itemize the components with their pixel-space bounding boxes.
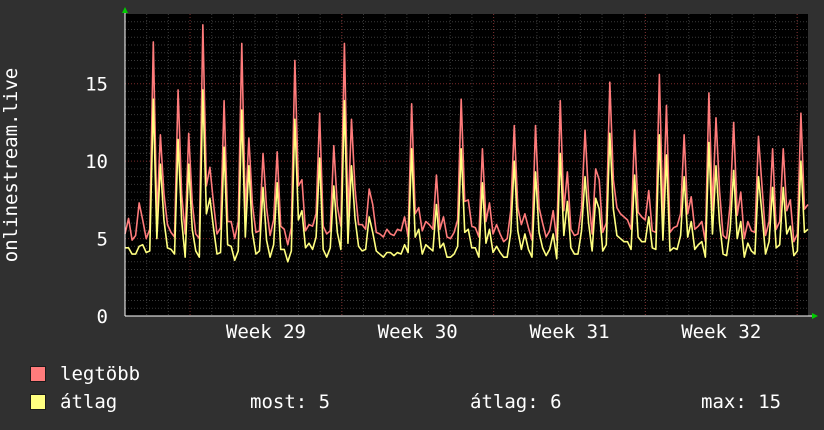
tick-labels: 0 5 10 15 Week 29 Week 30 Week 31 Week 32: [85, 74, 761, 343]
y-tick-label: 10: [85, 151, 108, 173]
legend-label-avg: átlag: [60, 391, 118, 413]
series-layer: [124, 24, 809, 263]
legend-item-avg: átlag: [30, 391, 117, 413]
legend-swatch-max: [30, 366, 46, 382]
series-line-max: [124, 24, 809, 246]
legend-label-max: legtöbb: [60, 363, 141, 385]
y-axis-title-box: onlinestream.live: [0, 0, 22, 344]
x-tick-label: Week 30: [378, 321, 458, 343]
series-line-avg: [125, 89, 809, 263]
plot-area: [125, 14, 808, 316]
y-axis-arrow: [122, 7, 128, 13]
y-tick-label: 15: [85, 74, 108, 96]
legend-item-max: legtöbb: [30, 363, 140, 385]
y-tick-label: 5: [97, 229, 108, 251]
x-tick-label: Week 29: [226, 321, 306, 343]
axes: [122, 7, 818, 319]
y-tick-label: 0: [97, 306, 108, 328]
x-tick-label: Week 32: [681, 321, 761, 343]
x-axis-arrow: [812, 313, 818, 319]
stat-maximum: max: 15: [701, 391, 782, 413]
legend-swatch-avg: [30, 394, 46, 410]
stat-average: átlag: 6: [470, 391, 562, 413]
y-axis-title: onlinestream.live: [0, 67, 22, 263]
stat-current: most: 5: [250, 391, 331, 413]
x-tick-label: Week 31: [529, 321, 609, 343]
